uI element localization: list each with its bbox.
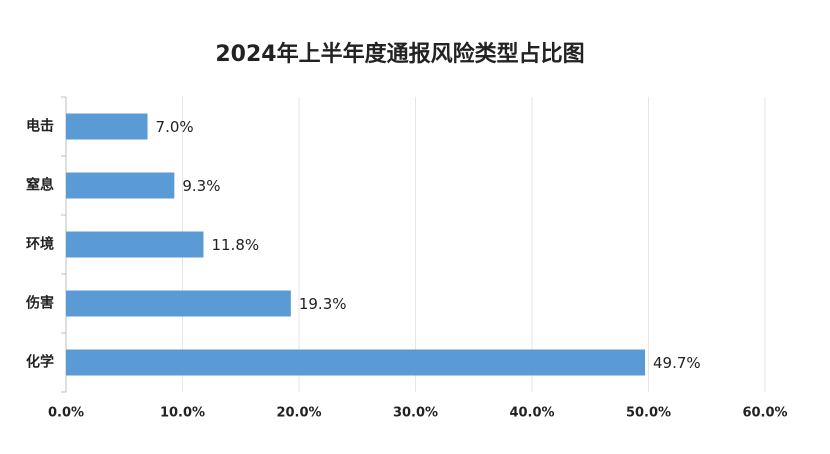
bar bbox=[66, 113, 148, 140]
y-tick-label: 伤害 bbox=[25, 295, 54, 312]
x-tick-label: 20.0% bbox=[276, 406, 321, 421]
y-tick-label: 化学 bbox=[26, 354, 54, 371]
value-label: 7.0% bbox=[156, 118, 194, 136]
bar bbox=[66, 231, 204, 258]
value-label: 11.8% bbox=[211, 236, 259, 254]
y-tick-label: 窒息 bbox=[26, 177, 54, 194]
x-tick-label: 0.0% bbox=[48, 406, 84, 421]
bar bbox=[66, 172, 175, 199]
x-tick-label: 50.0% bbox=[626, 406, 671, 421]
bar bbox=[66, 349, 646, 376]
value-label: 19.3% bbox=[299, 295, 347, 313]
y-tick-label: 环境 bbox=[26, 236, 54, 253]
y-tick-label: 电击 bbox=[26, 118, 54, 135]
x-tick-label: 30.0% bbox=[393, 406, 438, 421]
value-label: 9.3% bbox=[182, 177, 220, 195]
chart-title: 2024年上半年度通报风险类型占比图 bbox=[215, 41, 584, 67]
x-tick-label: 60.0% bbox=[742, 406, 787, 421]
value-label: 49.7% bbox=[653, 354, 701, 372]
x-tick-label: 40.0% bbox=[509, 406, 554, 421]
bar bbox=[66, 290, 291, 317]
x-tick-label: 10.0% bbox=[160, 406, 205, 421]
